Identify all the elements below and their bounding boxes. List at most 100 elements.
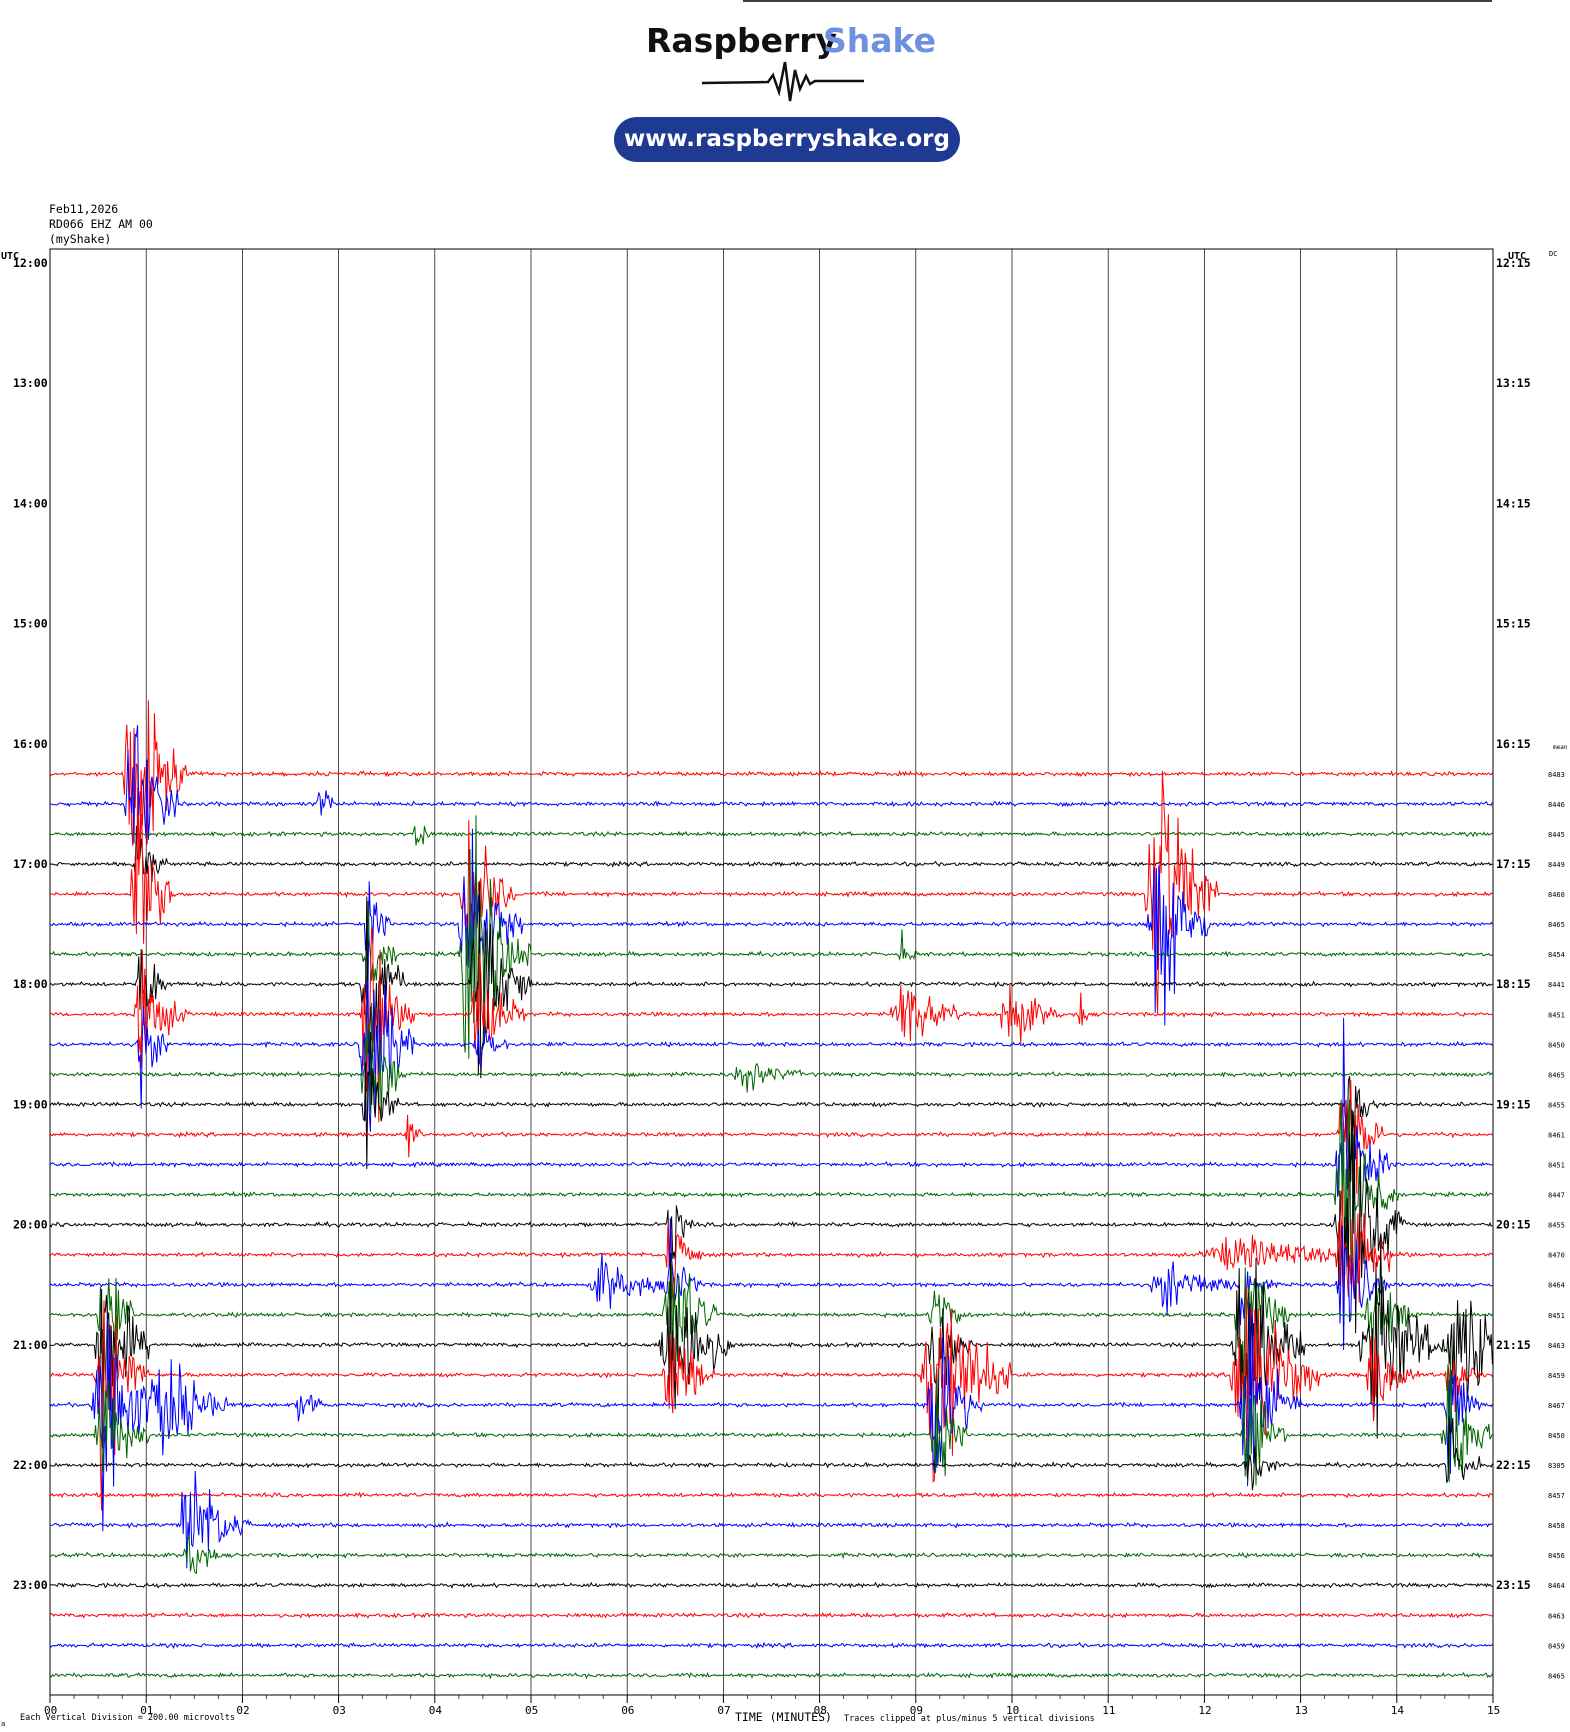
right-hour-label: 22:15 xyxy=(1496,1458,1531,1472)
left-hour-label: 19:00 xyxy=(13,1097,48,1111)
trace-line xyxy=(49,1470,1493,1569)
dc-offset-label: 8457 xyxy=(1548,1492,1565,1500)
x-tick-label: 05 xyxy=(525,1704,538,1717)
x-tick-label: 02 xyxy=(236,1704,249,1717)
right-hour-label: 23:15 xyxy=(1496,1578,1531,1592)
left-hour-label: 13:00 xyxy=(13,376,48,390)
right-hour-label: 19:15 xyxy=(1496,1097,1531,1111)
dc-offset-label: 8449 xyxy=(1548,861,1565,869)
brand-name-left: Raspberry xyxy=(646,21,837,60)
left-hour-label: 21:00 xyxy=(13,1338,48,1352)
dc-offset-label: 8454 xyxy=(1548,951,1565,959)
dc-offset-label: 8305 xyxy=(1548,1462,1565,1470)
dc-offset-labels: 8483 8446 8445 8449 8460 8465 8454 8441 8451 8450… xyxy=(1548,771,1565,1681)
trace-line xyxy=(49,1611,1493,1619)
trace-line xyxy=(49,725,1493,844)
trace-line xyxy=(49,825,1493,883)
x-tick-label: 12 xyxy=(1198,1704,1211,1717)
left-hour-label: 14:00 xyxy=(13,496,48,510)
trace-line xyxy=(49,1017,1493,1201)
website-url-badge[interactable]: www.raspberryshake.org xyxy=(614,117,960,162)
vertical-division-note: Each Vertical Division = 200.00 microvol… xyxy=(20,1713,235,1723)
x-tick-label: 14 xyxy=(1391,1704,1405,1717)
right-hour-label: 16:15 xyxy=(1496,737,1531,751)
dc-offset-label: 8441 xyxy=(1548,981,1565,989)
dc-offset-label: 8445 xyxy=(1548,831,1565,839)
dc-offset-label: 8470 xyxy=(1548,1252,1565,1260)
trace-line xyxy=(49,1350,1493,1486)
left-hour-label: 20:00 xyxy=(13,1218,48,1232)
x-axis-ticks: 00 01 02 03 04 05 06 07 08 09 10 11 12 13 14 15 xyxy=(44,1695,1500,1717)
dc-offset-label: 8465 xyxy=(1548,921,1565,929)
dc-offset-label: 8455 xyxy=(1548,1101,1565,1109)
right-hour-label: 12:15 xyxy=(1496,256,1531,270)
right-hour-label: 13:15 xyxy=(1496,376,1531,390)
trace-line xyxy=(49,1286,1493,1511)
footer-corner-mark: a xyxy=(1,1720,6,1728)
left-hour-label: 16:00 xyxy=(13,737,48,751)
trace-line xyxy=(49,1303,1493,1532)
station-header: Feb11,2026 RD066 EHZ AM 00 (myShake) xyxy=(49,202,153,247)
left-hour-label: 12:00 xyxy=(13,256,48,270)
x-tick-label: 13 xyxy=(1295,1704,1308,1717)
trace-line xyxy=(49,1263,1493,1396)
trace-line xyxy=(49,1109,1493,1334)
dc-offset-label: 8483 xyxy=(1548,771,1565,779)
trace-line xyxy=(49,1671,1493,1680)
trace-line xyxy=(49,1031,1493,1170)
x-tick-label: 06 xyxy=(621,1704,634,1717)
trace-line xyxy=(49,1416,1493,1491)
raspberry-shake-logo: Raspberry Shake xyxy=(646,0,1492,102)
dc-offset-label: 8464 xyxy=(1548,1582,1565,1590)
dc-offset-label: 8459 xyxy=(1548,1372,1565,1380)
trace-line xyxy=(50,884,1493,1079)
right-hour-label: 18:15 xyxy=(1496,977,1531,991)
left-utc-label: UTC xyxy=(1,251,19,262)
trace-line xyxy=(49,770,1493,1015)
x-tick-label: 03 xyxy=(333,1704,346,1717)
seismogram-wave-icon xyxy=(701,61,864,102)
left-hour-label: 22:00 xyxy=(13,1458,48,1472)
right-utc-label: UTC xyxy=(1508,251,1526,262)
trace-line xyxy=(49,980,1493,1132)
x-tick-label: 08 xyxy=(814,1704,827,1717)
trace-line xyxy=(49,700,1493,859)
trace-line xyxy=(49,1217,1493,1350)
dc-offset-label: 8463 xyxy=(1548,1612,1565,1620)
dc-offset-label: 8463 xyxy=(1548,1342,1565,1350)
right-hour-labels: 12:15 13:15 14:15 15:15 16:15 17:15 18:15 19:15… xyxy=(1496,256,1531,1592)
dc-offset-label: 8451 xyxy=(1548,1312,1565,1320)
dc-offset-label: 8464 xyxy=(1548,1282,1565,1290)
left-hour-label: 17:00 xyxy=(13,857,48,871)
dc-offset-label: 8460 xyxy=(1548,891,1565,899)
left-hour-label: 15:00 xyxy=(13,617,48,631)
station-id: RD066 EHZ AM 00 xyxy=(49,217,153,231)
dc-offset-label: 8465 xyxy=(1548,1071,1565,1079)
dc-offset-label: 8459 xyxy=(1548,1642,1565,1650)
trace-line xyxy=(49,1581,1493,1589)
dc-offset-label: 8461 xyxy=(1548,1131,1565,1139)
mean-header-label: mean xyxy=(1553,744,1568,751)
dc-offset-label: 8451 xyxy=(1548,1011,1565,1019)
clipping-note: Traces clipped at plus/minus 5 vertical … xyxy=(844,1714,1095,1724)
trace-line xyxy=(49,1186,1493,1308)
dc-corner-label: DC xyxy=(1549,250,1557,258)
plot-frame xyxy=(49,248,1494,1696)
trace-line xyxy=(49,1535,1493,1575)
seismic-traces xyxy=(49,700,1493,1680)
data-source: (myShake) xyxy=(49,232,112,246)
x-tick-label: 01 xyxy=(140,1704,153,1717)
left-hour-label: 23:00 xyxy=(13,1578,48,1592)
x-tick-label: 15 xyxy=(1487,1704,1500,1717)
trace-line xyxy=(49,1080,1493,1194)
dc-offset-label: 8451 xyxy=(1548,1162,1565,1170)
x-tick-label: 00 xyxy=(44,1704,57,1717)
left-hour-labels: 12:00 13:00 14:00 15:00 16:00 17:00 18:00 19:00… xyxy=(13,256,48,1592)
dc-offset-label: 8456 xyxy=(1548,1552,1565,1560)
trace-line xyxy=(49,1641,1493,1650)
dc-offset-label: 8446 xyxy=(1548,801,1565,809)
dc-offset-label: 8458 xyxy=(1548,1522,1565,1530)
x-tick-label: 11 xyxy=(1102,1704,1115,1717)
x-tick-label: 09 xyxy=(910,1704,923,1717)
